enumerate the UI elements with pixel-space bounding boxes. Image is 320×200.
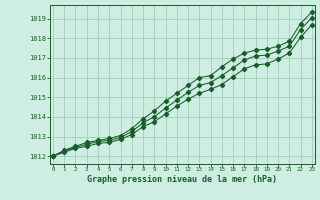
- X-axis label: Graphe pression niveau de la mer (hPa): Graphe pression niveau de la mer (hPa): [87, 175, 277, 184]
